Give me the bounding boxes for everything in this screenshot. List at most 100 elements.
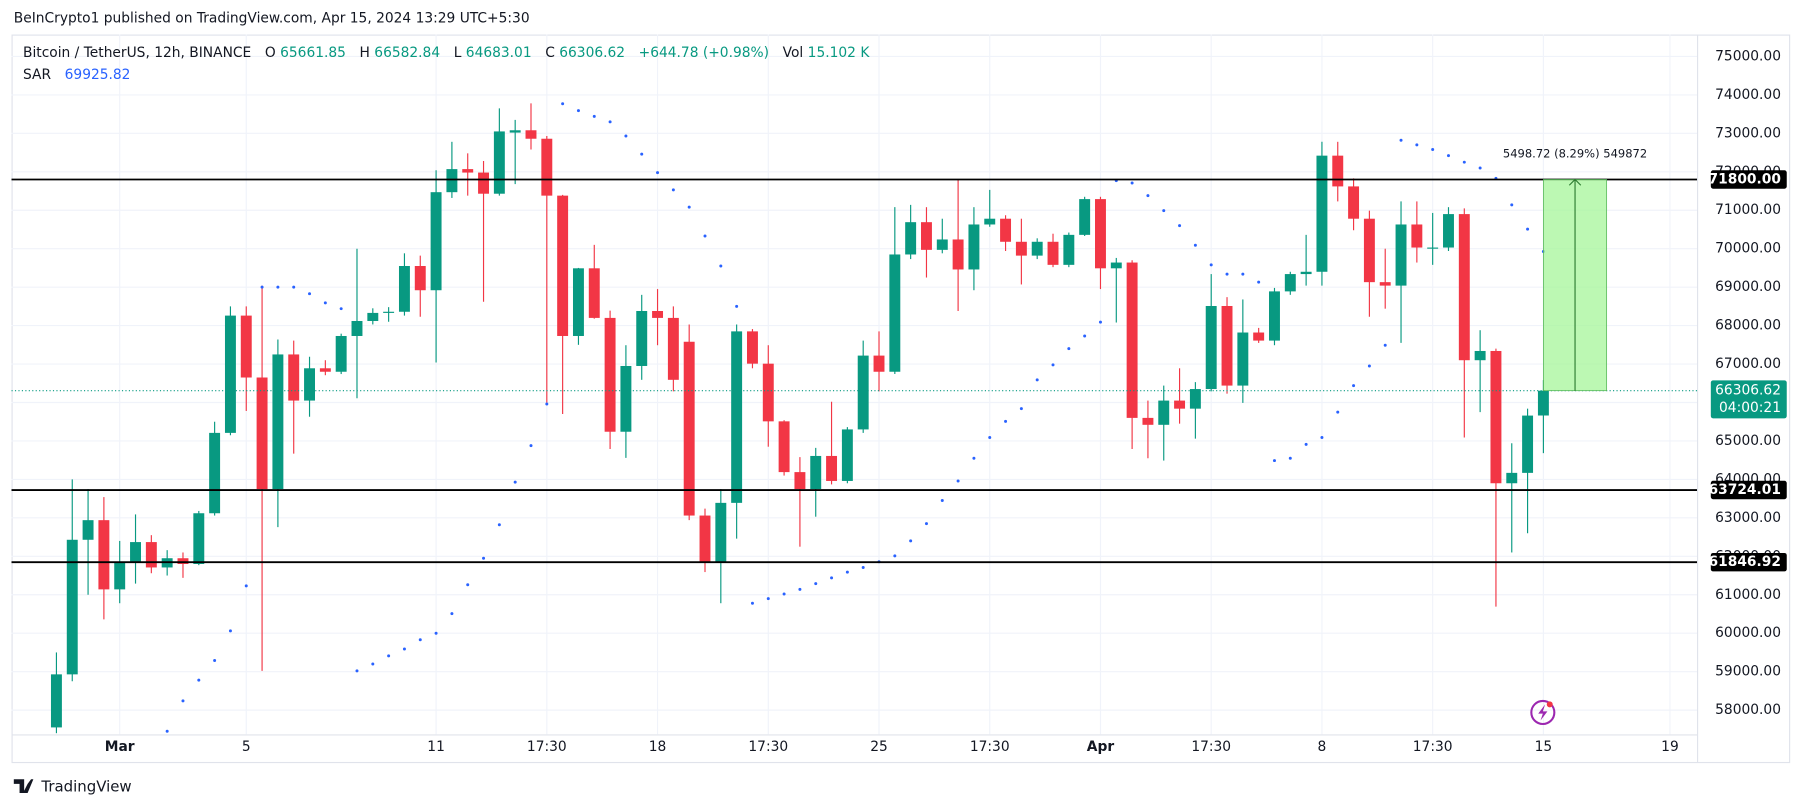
sar-dot: [450, 612, 454, 616]
y-tick-label: 58000.00: [1715, 702, 1781, 718]
candle-body: [319, 368, 331, 372]
candle-body: [114, 561, 126, 590]
sar-dot: [561, 102, 565, 106]
candle-body: [367, 312, 379, 321]
candle-body: [1000, 218, 1012, 242]
sar-dot: [735, 304, 739, 308]
sar-dot: [1431, 148, 1435, 151]
overlay: 71800.00 63724.01 61846.92 5498.72 (8.29%) …: [11, 147, 1787, 572]
y-tick-label: 59000.00: [1715, 664, 1781, 680]
candle-body: [383, 311, 395, 313]
x-tick-label: 5: [242, 739, 251, 755]
x-tick-label: 15: [1535, 739, 1553, 755]
countdown: 04:00:21: [1719, 400, 1781, 416]
sar-dot: [1272, 459, 1276, 463]
icon-dot: [1546, 701, 1553, 708]
y-tick-label: 75000.00: [1715, 48, 1781, 64]
sar-dot: [260, 285, 264, 289]
low-value: 64683.01: [466, 45, 532, 61]
level-label-bg: [1710, 170, 1787, 189]
sar-dot: [323, 301, 327, 305]
last-price-bg: [1710, 380, 1787, 419]
candle-body: [1284, 274, 1296, 292]
sar-dot: [228, 629, 232, 633]
alert-icon[interactable]: [1530, 699, 1556, 726]
symbol: Bitcoin / TetherUS, 12h, BINANCE: [23, 45, 251, 61]
candle-body: [667, 317, 679, 380]
candle-body: [1189, 389, 1201, 409]
sar-dot: [814, 582, 818, 586]
candle-body: [351, 320, 363, 336]
sar-dot: [1336, 410, 1340, 414]
sar-dot: [830, 576, 834, 580]
candle-body: [810, 455, 822, 490]
candle-body: [731, 331, 743, 503]
sar-dot: [608, 120, 612, 124]
sar-dot: [972, 456, 976, 460]
sar-dot: [1510, 203, 1514, 207]
frame: [11, 34, 1791, 764]
candle-body: [1221, 305, 1233, 386]
candle-body: [1110, 262, 1122, 269]
sar-dot: [1035, 378, 1039, 382]
candle-body: [952, 239, 964, 270]
level-label-bg: [1710, 552, 1787, 572]
y-tick-label: 68000.00: [1715, 318, 1781, 334]
level-label-bg: [1710, 480, 1787, 500]
sar-dot: [165, 729, 169, 733]
close-value: 66306.62: [559, 45, 625, 61]
candle-body: [1458, 214, 1470, 361]
sar-dot: [1288, 456, 1292, 460]
candle-body: [1522, 415, 1534, 473]
sar-dot: [1225, 272, 1229, 276]
candle-body: [509, 130, 521, 133]
sar-value: 69925.82: [65, 67, 131, 83]
candle-body: [1158, 400, 1170, 425]
sar-dot: [1478, 166, 1482, 170]
x-tick-label: Apr: [1087, 739, 1115, 755]
candle-body: [826, 455, 838, 481]
level-label: 71800.00: [1709, 171, 1781, 187]
x-tick-label: 25: [870, 739, 888, 755]
open-label: O: [265, 45, 276, 61]
sar-dot: [244, 584, 248, 588]
sar-dot: [1399, 138, 1403, 142]
sar-dot: [276, 285, 280, 289]
open-value: 65661.85: [280, 45, 346, 61]
candle-body: [652, 310, 664, 318]
candle-body: [240, 315, 252, 378]
icon-ring: [1530, 699, 1556, 726]
sar-dot: [292, 285, 296, 289]
sar-dot: [402, 647, 406, 651]
candle-body: [50, 674, 62, 728]
sar-dot: [1446, 154, 1450, 158]
candle-body: [1411, 224, 1423, 248]
candle-body: [1300, 271, 1312, 275]
y-tick-label: 61000.00: [1715, 587, 1781, 603]
y-tick-label: 65000.00: [1715, 433, 1781, 449]
sar-dot: [513, 480, 517, 484]
sar-dot: [466, 583, 470, 587]
sar-dot: [355, 669, 359, 673]
candle-body: [620, 365, 632, 432]
sar-dot: [1257, 280, 1261, 284]
sar-dot: [1320, 435, 1324, 439]
sar-dot: [1209, 263, 1213, 267]
candle-body: [1031, 241, 1043, 256]
marks: [50, 102, 1549, 734]
sar-dot: [1352, 384, 1356, 388]
candle-body: [1063, 234, 1075, 265]
x-tick-label: Mar: [105, 739, 135, 755]
candle-body: [446, 169, 458, 193]
high-label: H: [360, 45, 370, 61]
high-value: 66582.84: [374, 45, 440, 61]
x-tick-label: 8: [1318, 739, 1327, 755]
sar-dot: [861, 565, 865, 569]
sar-dot: [1146, 194, 1150, 198]
candle-body: [1015, 241, 1027, 256]
candle-body: [1395, 224, 1407, 286]
volume-label: Vol: [783, 45, 804, 61]
sar-dot: [1526, 227, 1530, 231]
sar-dot: [782, 592, 786, 596]
